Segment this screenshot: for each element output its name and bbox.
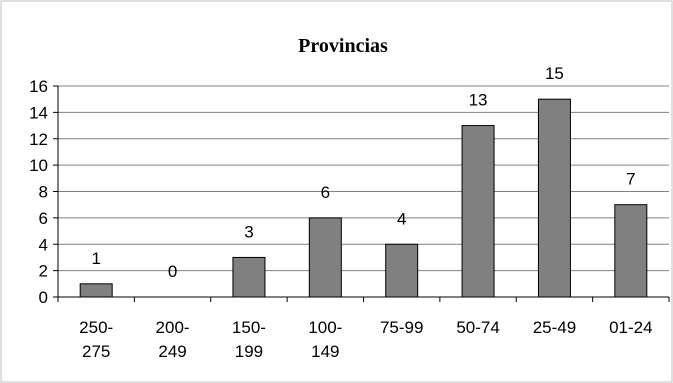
data-label: 1 <box>91 249 100 268</box>
x-tick-label-line: 50-74 <box>456 318 499 337</box>
y-tick-label: 4 <box>39 235 48 254</box>
x-tick-label-line: 149 <box>311 342 339 361</box>
x-tick-labels: 250- 275 200- 249 150- 199 100- 149 75-99 50-74 25… <box>79 318 652 361</box>
x-tick-label: 01-24 <box>609 318 652 337</box>
y-tick-label: 10 <box>29 156 48 175</box>
bars <box>79 98 648 298</box>
bar <box>614 204 648 298</box>
x-tick-label-line: 01-24 <box>609 318 652 337</box>
data-label: 4 <box>397 209 406 228</box>
data-labels: 1 0 3 6 4 13 15 7 <box>91 64 635 281</box>
bar <box>308 217 342 298</box>
x-tick-label: 50-74 <box>456 318 499 337</box>
data-label: 13 <box>469 91 488 110</box>
x-tick-label-line: 250- <box>79 318 113 337</box>
x-tick-label-line: 275 <box>82 342 110 361</box>
bar <box>537 98 571 298</box>
y-tick-label: 16 <box>29 77 48 96</box>
bar <box>461 125 495 298</box>
x-tick-label: 100- 149 <box>308 318 342 361</box>
y-tick-label: 2 <box>39 262 48 281</box>
y-tick-labels: 0 2 4 6 8 10 12 14 16 <box>29 77 48 307</box>
data-label: 0 <box>168 262 177 281</box>
x-tick-label-line: 150- <box>232 318 266 337</box>
x-tick-label-line: 249 <box>158 342 186 361</box>
x-tick-label: 75-99 <box>380 318 423 337</box>
x-tick-label: 150- 199 <box>232 318 266 361</box>
bar <box>232 256 266 298</box>
data-label: 15 <box>545 64 564 83</box>
y-tick-label: 12 <box>29 130 48 149</box>
y-tick-label: 8 <box>39 183 48 202</box>
x-tick-label-line: 25-49 <box>533 318 576 337</box>
x-tick-label-line: 100- <box>308 318 342 337</box>
data-label: 6 <box>321 183 330 202</box>
x-tick-label: 200- 249 <box>156 318 190 361</box>
data-label: 7 <box>626 170 635 189</box>
data-label: 3 <box>244 222 253 241</box>
bar <box>385 243 419 298</box>
x-tick-label-line: 199 <box>235 342 263 361</box>
axes <box>53 85 670 302</box>
x-tick-label: 25-49 <box>533 318 576 337</box>
y-tick-label: 6 <box>39 209 48 228</box>
y-tick-label: 0 <box>39 288 48 307</box>
x-tick-label-line: 75-99 <box>380 318 423 337</box>
x-tick-label: 250- 275 <box>79 318 113 361</box>
bar <box>79 283 113 298</box>
y-tick-label: 14 <box>29 103 48 122</box>
x-tick-label-line: 200- <box>156 318 190 337</box>
chart-title: Provincias <box>298 35 388 57</box>
